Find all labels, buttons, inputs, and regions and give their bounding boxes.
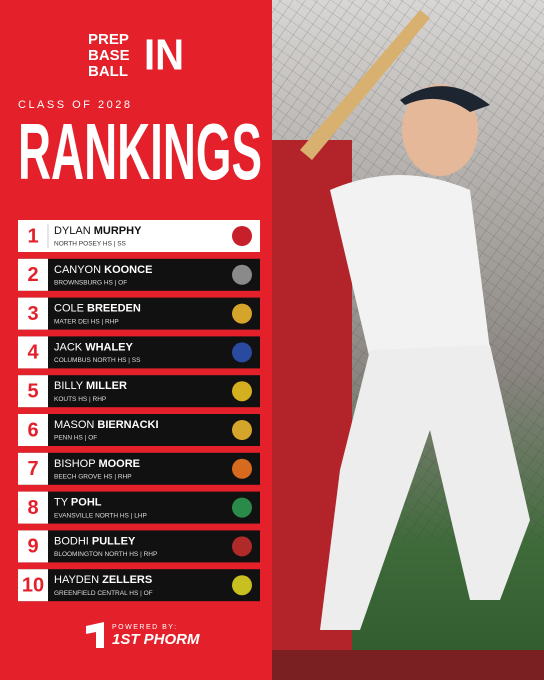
last-name: BREEDEN — [87, 303, 141, 315]
row — [18, 569, 260, 602]
school: MATER DEI HS | RHP — [54, 318, 119, 325]
rank: 1 — [27, 225, 38, 247]
row — [18, 452, 260, 485]
row — [18, 336, 260, 369]
rank: 8 — [27, 497, 38, 519]
school-logo — [232, 458, 252, 479]
player-name: TY POHL — [54, 497, 102, 509]
footer-label: POWERED BY: — [112, 624, 178, 631]
cap — [400, 86, 490, 112]
rank-box — [18, 375, 48, 408]
player-name: MASON BIERNACKI — [54, 419, 159, 431]
rank: 2 — [27, 264, 38, 286]
school-logo — [232, 381, 252, 402]
jersey — [330, 175, 490, 360]
rank: 5 — [27, 380, 38, 402]
player-name: HAYDEN ZELLERS — [54, 574, 152, 586]
rank-box — [18, 452, 48, 485]
first-name: DYLAN — [54, 225, 91, 237]
rank-box — [18, 220, 48, 252]
player-head — [402, 84, 478, 176]
row — [18, 220, 260, 252]
first-name: CANYON — [54, 264, 101, 276]
footer-brand: 1ST PHORM — [112, 631, 200, 648]
rank: 4 — [27, 342, 39, 364]
player-name: JACK WHALEY — [54, 341, 134, 353]
player-name: BODHI PULLEY — [54, 535, 136, 547]
row — [18, 414, 260, 446]
school: KOUTS HS | RHP — [54, 396, 106, 403]
school: COLUMBUS NORTH HS | SS — [54, 357, 141, 364]
school-logo — [232, 342, 252, 363]
school: GREENFIELD CENTRAL HS | OF — [54, 590, 153, 597]
school-logo — [232, 420, 252, 440]
bat — [300, 10, 430, 160]
rankings-list: 1 DYLAN MURPHY NORTH POSEY HS | SS 2 CANYON … — [18, 220, 260, 602]
logo-line: BALL — [88, 63, 128, 80]
first-name: MASON — [54, 419, 94, 431]
rank: 9 — [27, 536, 38, 558]
last-name: MOORE — [98, 458, 140, 470]
last-name: MILLER — [86, 380, 127, 392]
first-name: BODHI — [54, 535, 89, 547]
school-logo — [232, 497, 252, 518]
logo-line: PREP — [88, 31, 129, 48]
rank-box — [18, 297, 48, 330]
rank-box — [18, 336, 48, 369]
school-logo — [232, 303, 252, 324]
player-name: DYLAN MURPHY — [54, 225, 142, 237]
floor — [272, 650, 544, 680]
last-name: BIERNACKI — [97, 419, 158, 431]
last-name: PULLEY — [92, 535, 136, 547]
rank-box — [18, 530, 48, 563]
player-name: CANYON KOONCE — [54, 264, 152, 276]
rank-box — [18, 258, 48, 291]
school: BEECH GROVE HS | RHP — [54, 474, 132, 481]
brand-icon — [86, 622, 104, 648]
last-name: POHL — [71, 497, 102, 509]
school: EVANSVILLE NORTH HS | LHP — [54, 512, 147, 519]
last-name: WHALEY — [85, 341, 133, 353]
last-name: KOONCE — [104, 264, 152, 276]
row — [18, 297, 260, 330]
school-logo — [232, 575, 252, 596]
school-logo — [232, 226, 252, 246]
school-logo — [232, 264, 252, 285]
title: RANKINGS — [18, 107, 262, 196]
row — [18, 530, 260, 563]
school-logo — [232, 536, 252, 557]
school: BLOOMINGTON NORTH HS | RHP — [54, 551, 157, 558]
player-name: COLE BREEDEN — [54, 303, 141, 315]
player-name: BILLY MILLER — [54, 380, 127, 392]
pants — [320, 345, 530, 630]
subtitle: CLASS OF 2028 — [18, 99, 132, 111]
rank: 6 — [27, 419, 38, 441]
rank-box — [18, 414, 48, 446]
player-name: BISHOP MOORE — [54, 458, 140, 470]
first-name: TY — [54, 497, 69, 509]
last-name: MURPHY — [94, 225, 142, 237]
first-name: BILLY — [54, 380, 84, 392]
logo-mark: IN — [144, 31, 184, 80]
row — [18, 375, 260, 408]
school: NORTH POSEY HS | SS — [54, 241, 127, 248]
school: PENN HS | OF — [54, 435, 97, 442]
first-name: JACK — [54, 341, 83, 353]
school: BROWNSBURG HS | OF — [54, 280, 127, 287]
rank: 7 — [27, 458, 38, 480]
first-name: BISHOP — [54, 458, 95, 470]
logo-line: BASE — [88, 47, 130, 64]
row — [18, 258, 260, 291]
rank: 3 — [27, 303, 38, 325]
first-name: COLE — [54, 303, 84, 315]
last-name: ZELLERS — [102, 574, 152, 586]
row — [18, 491, 260, 524]
rank-box — [18, 491, 48, 524]
rank: 10 — [22, 574, 44, 596]
first-name: HAYDEN — [54, 574, 99, 586]
rank-box — [18, 569, 48, 602]
